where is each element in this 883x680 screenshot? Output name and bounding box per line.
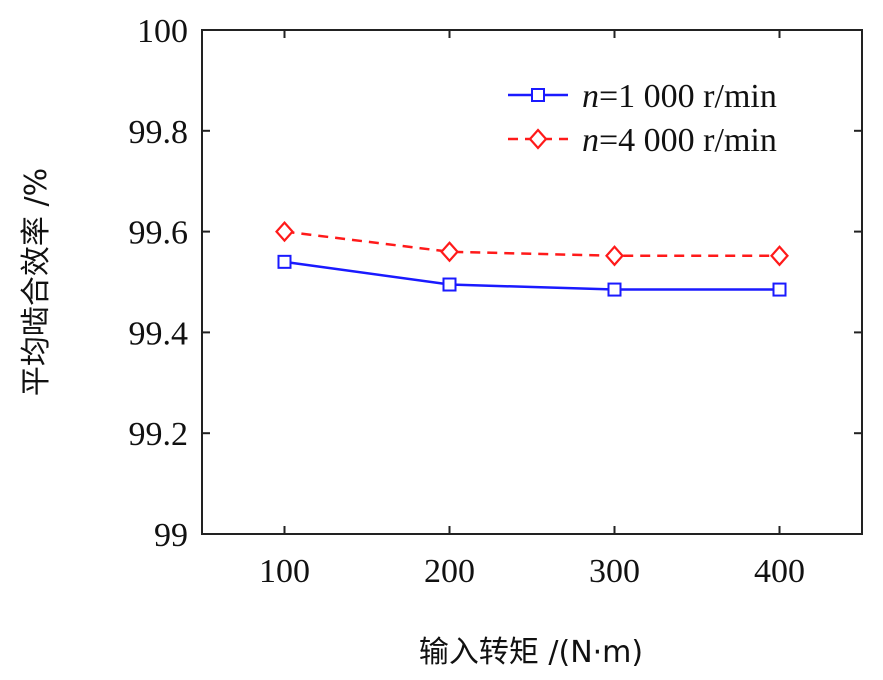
- data-point: [605, 245, 624, 267]
- y-tick-label: 99: [154, 517, 188, 554]
- series-line: [284, 260, 780, 291]
- y-tick-label: 100: [137, 13, 188, 50]
- series-line: [284, 230, 780, 258]
- data-point: [772, 282, 787, 297]
- series-group: [275, 220, 789, 297]
- x-tick-label: 300: [589, 553, 640, 590]
- x-axis-label: 输入转矩 /(N·m): [419, 635, 643, 670]
- legend-label: n=4 000 r/min: [582, 122, 777, 159]
- legend: n=1 000 r/min n=4 000 r/min: [508, 78, 777, 159]
- y-axis-label: 平均啮合效率 /%: [19, 168, 54, 396]
- series-2: [275, 220, 789, 267]
- x-tick-label: 200: [424, 553, 475, 590]
- x-tick-label: 400: [754, 553, 805, 590]
- legend-marker: [528, 128, 548, 150]
- data-point: [277, 254, 292, 269]
- y-tick-label: 99.4: [129, 315, 189, 352]
- plot-area: [201, 29, 863, 535]
- data-point: [275, 220, 294, 243]
- data-point: [770, 245, 789, 267]
- y-tick-label: 99.2: [129, 416, 189, 453]
- data-point: [607, 282, 622, 297]
- legend-entry-1: n=1 000 r/min: [508, 78, 777, 115]
- legend-label: n=1 000 r/min: [582, 78, 777, 115]
- data-point: [440, 241, 459, 263]
- data-point: [442, 277, 457, 292]
- plot-frame: [201, 29, 863, 535]
- y-tick-label: 99.8: [129, 114, 189, 151]
- series-1: [277, 254, 787, 297]
- y-tick-label: 99.6: [129, 215, 189, 252]
- x-tick-label: 100: [259, 553, 310, 590]
- ticks: 100 99.8 99.6 99.4 99.2 99 100 200 300 400: [129, 13, 862, 590]
- legend-marker: [531, 88, 545, 102]
- legend-entry-2: n=4 000 r/min: [508, 122, 777, 159]
